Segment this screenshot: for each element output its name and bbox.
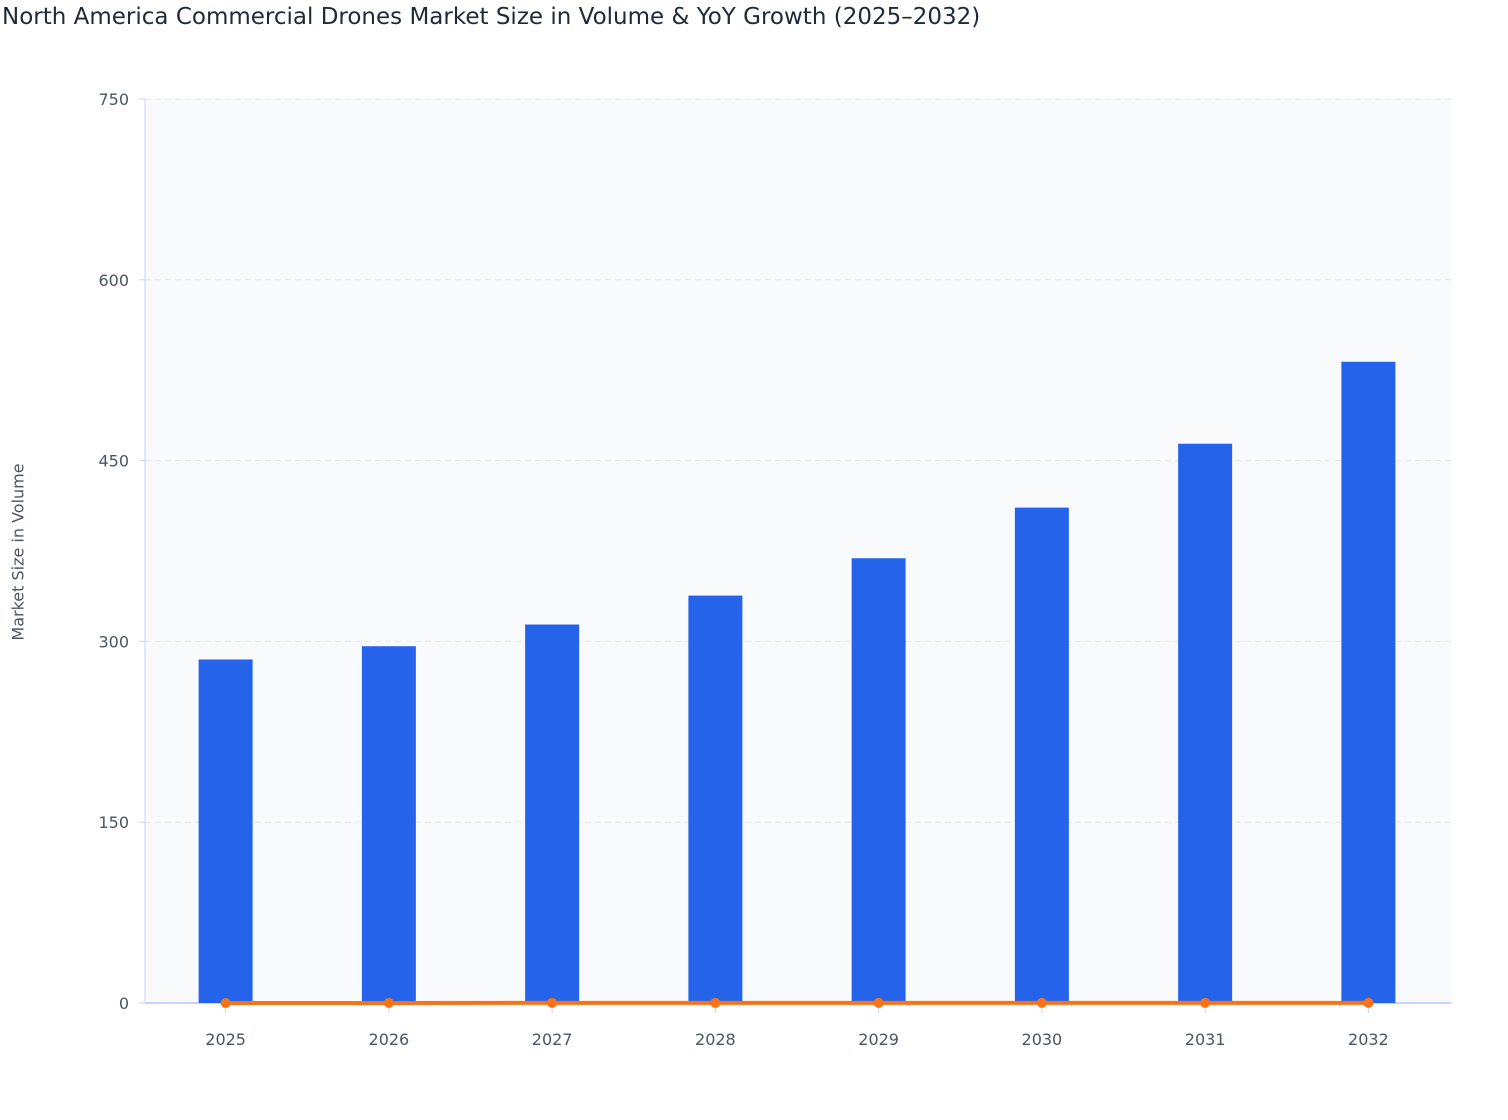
growth-point-2030 — [1036, 997, 1047, 1008]
growth-point-2025 — [220, 998, 231, 1008]
y-tick-label: 450 — [98, 452, 129, 471]
growth-point-2026 — [383, 997, 394, 1008]
y-tick-label: 600 — [98, 271, 129, 290]
bar-2027 — [525, 624, 580, 1003]
x-tick-label: 2031 — [1185, 1030, 1226, 1049]
growth-point-2032 — [1363, 997, 1374, 1008]
growth-point-2031 — [1200, 997, 1211, 1008]
y-tick-label: 300 — [98, 632, 129, 651]
chart-title: North America Commercial Drones Market S… — [2, 4, 981, 30]
y-tick-label: 0 — [119, 994, 129, 1013]
x-tick-label: 2032 — [1348, 1030, 1389, 1049]
y-tick-label: 150 — [98, 813, 129, 832]
bar-2031 — [1178, 443, 1233, 1003]
bar-2030 — [1014, 507, 1069, 1003]
y-tick-label: 750 — [98, 90, 129, 109]
growth-point-2029 — [873, 997, 884, 1008]
x-tick-label: 2025 — [205, 1030, 246, 1049]
x-tick-label: 2026 — [369, 1030, 410, 1049]
bar-2032 — [1341, 361, 1396, 1003]
x-tick-label: 2027 — [532, 1030, 573, 1049]
bar-2025 — [198, 659, 253, 1003]
x-tick-label: 2029 — [858, 1030, 899, 1049]
x-tick-label: 2028 — [695, 1030, 736, 1049]
x-tick-label: 2030 — [1022, 1030, 1063, 1049]
plot-background — [145, 99, 1451, 1003]
bar-2026 — [361, 646, 416, 1003]
growth-point-2028 — [710, 997, 721, 1008]
bar-2028 — [688, 595, 743, 1003]
bar-2029 — [851, 558, 906, 1003]
growth-point-2027 — [547, 997, 558, 1008]
